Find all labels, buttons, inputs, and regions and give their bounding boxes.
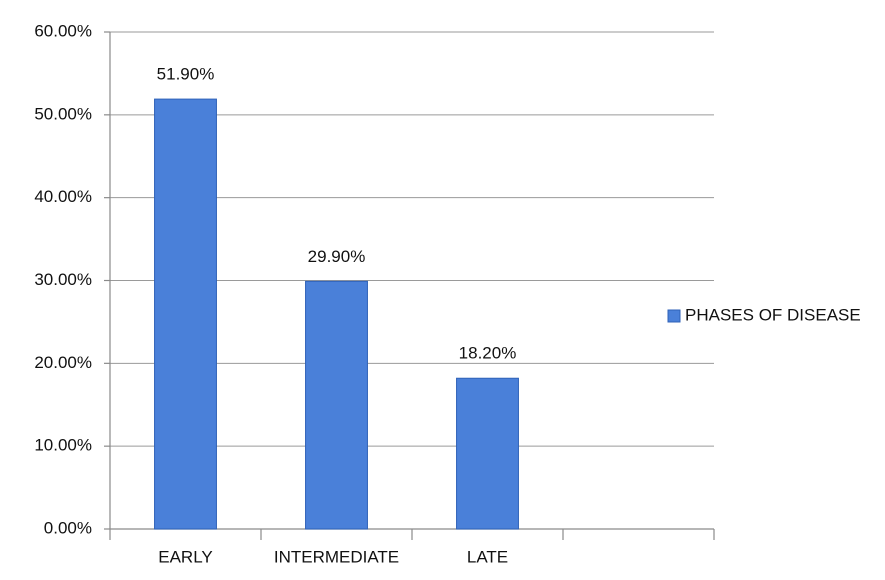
- y-tick-label: 40.00%: [34, 187, 92, 206]
- x-tick-label: INTERMEDIATE: [274, 547, 399, 566]
- y-tick-label: 10.00%: [34, 436, 92, 455]
- y-tick-label: 0.00%: [44, 518, 92, 537]
- bar: [154, 98, 217, 530]
- x-tick-label: EARLY: [158, 547, 213, 566]
- bar: [456, 377, 519, 530]
- y-tick-label: 50.00%: [34, 104, 92, 123]
- bar: [305, 280, 368, 530]
- y-tick-label: 20.00%: [34, 353, 92, 372]
- x-tick-label: LATE: [467, 547, 508, 566]
- data-label: 51.90%: [157, 65, 215, 84]
- y-tick-label: 60.00%: [34, 21, 92, 40]
- y-tick-label: 30.00%: [34, 270, 92, 289]
- data-label: 29.90%: [308, 247, 366, 266]
- data-label: 18.20%: [459, 344, 517, 363]
- legend-label: PHASES OF DISEASE: [685, 305, 861, 324]
- legend-swatch: [667, 309, 681, 323]
